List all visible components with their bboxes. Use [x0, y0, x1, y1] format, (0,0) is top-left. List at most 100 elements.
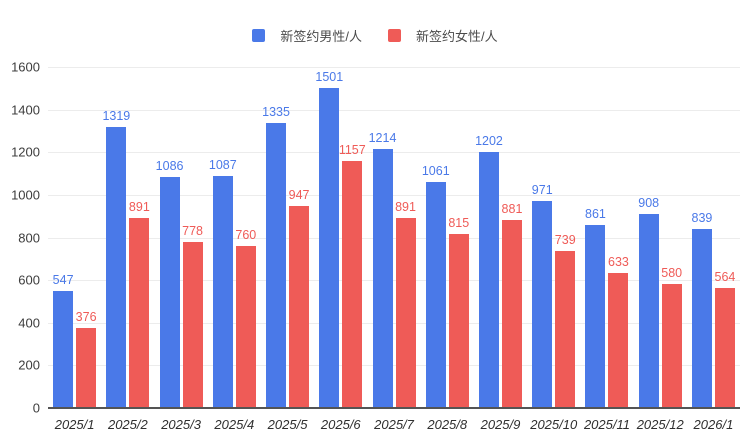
- legend-item-female: 新签约女性/人: [388, 26, 498, 45]
- bar-male: 1335: [262, 106, 290, 408]
- bar-female: 891: [129, 201, 150, 408]
- bar-value-label: 891: [128, 200, 150, 215]
- male-series-swatch-icon: [252, 29, 266, 42]
- bar-female: 376: [76, 311, 97, 408]
- bar-value-label: 861: [585, 206, 606, 221]
- bar-group: 1061 815 2025/8: [421, 67, 474, 432]
- bar-value-label: 1157: [338, 143, 366, 158]
- x-axis-label: 2026/1: [693, 417, 734, 432]
- bar-value-label: 881: [501, 202, 523, 217]
- bar-value-label: 564: [714, 269, 736, 284]
- bar-male: 1086: [156, 160, 183, 408]
- bar-value-label: 1214: [368, 131, 397, 146]
- bar-male: 971: [532, 184, 553, 408]
- bar-female: 739: [555, 234, 576, 408]
- bar-group: 1214 891 2025/7: [367, 67, 420, 432]
- x-axis-label: 2025/9: [480, 417, 521, 432]
- gridline: [48, 322, 740, 324]
- bar-group: 971 739 2025/10: [527, 67, 580, 432]
- y-axis-label: 1000: [11, 187, 40, 203]
- bar-female: 760: [235, 229, 256, 408]
- gridline: [48, 280, 740, 282]
- bar-value-label: 1086: [155, 158, 184, 173]
- bar-male: 861: [585, 207, 606, 408]
- y-axis-label: 200: [18, 357, 40, 373]
- y-axis-label: 1200: [11, 144, 40, 160]
- bar-value-label: 1061: [421, 163, 450, 178]
- x-axis-label: 2025/11: [583, 417, 630, 432]
- bar-male: 547: [53, 274, 74, 408]
- bar-female: 947: [289, 189, 309, 408]
- bar-value-label: 633: [608, 255, 629, 270]
- bar-value-label: 1501: [315, 70, 344, 85]
- bar-male: 908: [638, 197, 659, 408]
- bar-female: 1157: [339, 144, 366, 408]
- bar-group: 1087 760 2025/4: [208, 67, 261, 432]
- bar-group: 1335 947 2025/5: [261, 67, 314, 432]
- gridline: [48, 152, 740, 154]
- bar-value-label: 778: [182, 224, 204, 239]
- bar-value-label: 947: [288, 188, 310, 203]
- gridline: [48, 194, 740, 196]
- bar-female: 891: [395, 201, 416, 408]
- bar-female: 815: [448, 217, 469, 408]
- bar-female: 881: [502, 203, 522, 408]
- bar-male: 1061: [422, 165, 450, 408]
- bar-female: 633: [608, 256, 629, 408]
- x-axis-label: 2025/5: [267, 417, 308, 432]
- y-axis-label: 1600: [11, 59, 40, 75]
- gridline: [48, 67, 740, 68]
- bar-female: 564: [714, 271, 735, 408]
- female-series-swatch-icon: [388, 29, 401, 42]
- bar-group: 1202 881 2025/9: [474, 67, 527, 432]
- x-axis-label: 2025/8: [427, 417, 468, 432]
- x-axis-label: 2025/4: [214, 417, 255, 432]
- gridline: [48, 109, 740, 111]
- chart-legend: 新签约男性/人 新签约女性/人: [0, 26, 750, 45]
- bar-value-label: 1202: [475, 133, 503, 148]
- plot-area: 547 376 2025/1 1319 891 2025/2 1086 778 2025/3 10…: [48, 67, 740, 432]
- gridline: [48, 237, 740, 239]
- y-axis-label: 0: [32, 400, 40, 416]
- y-axis-label: 800: [18, 230, 40, 245]
- bar-value-label: 839: [691, 211, 713, 226]
- x-axis-label: 2025/3: [161, 417, 201, 432]
- bar-groups: 547 376 2025/1 1319 891 2025/2 1086 778 2025/3 10…: [48, 67, 740, 432]
- legend-label-female: 新签约女性/人: [416, 29, 498, 44]
- x-axis-label: 2025/6: [320, 417, 361, 432]
- x-axis-label: 2025/12: [636, 417, 684, 432]
- bar-group: 547 376 2025/1: [48, 67, 101, 432]
- bar-value-label: 739: [554, 232, 576, 247]
- bar-male: 1319: [102, 110, 130, 408]
- bar-group: 908 580 2025/12: [634, 67, 687, 432]
- x-axis-label: 2025/2: [107, 417, 148, 432]
- x-axis-label: 2025/10: [530, 417, 578, 432]
- bar-value-label: 547: [52, 273, 74, 288]
- y-axis-label: 600: [18, 272, 40, 288]
- bar-value-label: 1335: [262, 105, 290, 120]
- x-axis-label: 2025/1: [54, 417, 95, 432]
- bar-male: 1202: [475, 135, 503, 408]
- x-axis-label: 2025/7: [374, 417, 414, 432]
- bar-value-label: 580: [661, 266, 683, 281]
- bar-group: 1501 1157 2025/6: [314, 67, 367, 432]
- legend-item-male: 新签约男性/人: [252, 26, 362, 45]
- bar-value-label: 891: [395, 200, 416, 215]
- y-axis-label: 400: [18, 315, 40, 331]
- bar-value-label: 376: [75, 309, 97, 324]
- bar-group: 1086 778 2025/3: [154, 67, 207, 432]
- bar-group: 1319 891 2025/2: [101, 67, 154, 432]
- bar-male: 1087: [209, 159, 237, 408]
- gridline: [48, 365, 740, 367]
- bar-male: 1501: [315, 71, 343, 408]
- y-axis-labels: 0 200 400 600 800 1000 1200 1400 1600: [0, 0, 44, 439]
- bar-group: 861 633 2025/11: [580, 67, 633, 432]
- bar-group: 839 564 2026/1: [687, 67, 740, 432]
- bar-male: 1214: [369, 132, 396, 408]
- bar-male: 839: [691, 212, 712, 408]
- bar-female: 580: [661, 267, 682, 408]
- legend-label-male: 新签约男性/人: [280, 29, 362, 44]
- y-axis-label: 1400: [11, 102, 40, 118]
- bar-female: 778: [182, 225, 203, 408]
